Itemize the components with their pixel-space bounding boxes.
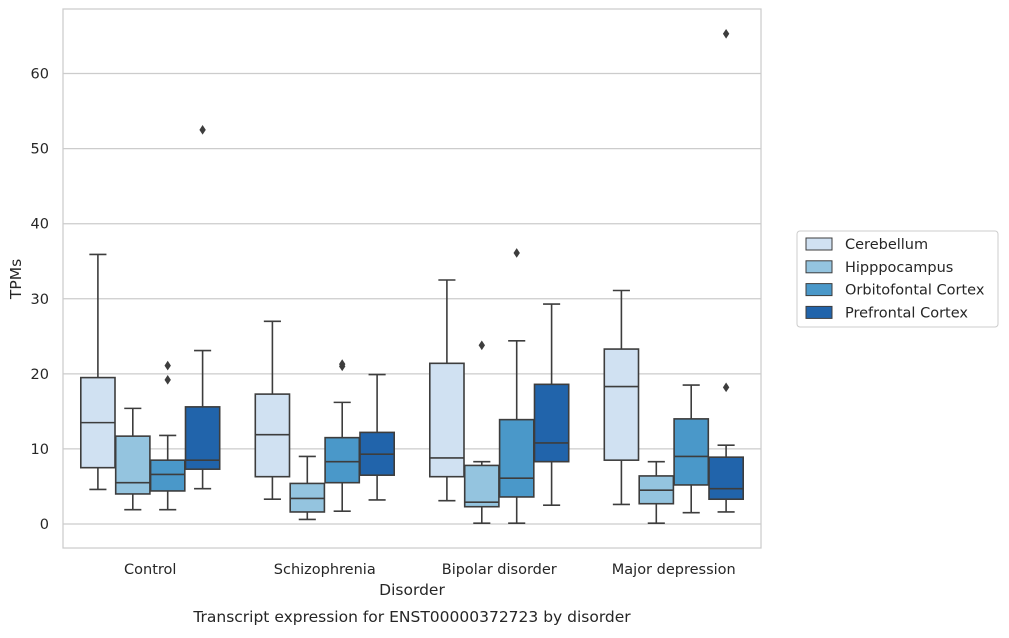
legend-swatch — [805, 305, 833, 319]
box-group — [603, 289, 640, 506]
legend-swatch — [805, 260, 833, 274]
y-tick-label: 0 — [40, 517, 49, 533]
outlier-point — [164, 360, 171, 371]
x-tick-label: Control — [124, 562, 176, 578]
y-tick-label: 40 — [31, 217, 49, 233]
box-iqr — [184, 406, 221, 470]
box-iqr — [498, 418, 535, 498]
box-iqr — [708, 456, 745, 501]
box-iqr — [603, 348, 640, 461]
y-tick-label: 10 — [31, 442, 49, 458]
box-group — [359, 373, 396, 501]
legend-frame — [796, 230, 999, 328]
y-tick-label: 20 — [31, 367, 49, 383]
box-group — [289, 455, 326, 521]
outlier-point — [513, 248, 520, 258]
box-group — [673, 384, 710, 514]
box-group — [254, 320, 291, 501]
outlier-point — [722, 382, 730, 393]
legend: Cerebellum Hipppocampus Orbitofontal Corte… — [796, 230, 999, 328]
y-tick-label: 50 — [31, 142, 49, 158]
box-group — [463, 340, 500, 525]
box-iqr — [673, 418, 710, 486]
box-iqr — [428, 362, 465, 478]
box-iqr — [149, 459, 186, 492]
box-iqr — [463, 464, 500, 508]
y-tick-label: 30 — [31, 292, 49, 308]
legend-items: Cerebellum Hipppocampus Orbitofontal Corte… — [805, 237, 985, 321]
outlier-point — [164, 375, 171, 385]
y-tick-labels: 0 10 20 30 40 50 60 — [31, 67, 49, 533]
x-tick-label: Major depression — [612, 562, 736, 578]
outlier-point — [199, 125, 206, 135]
legend-swatch — [805, 283, 833, 297]
boxes — [79, 28, 745, 525]
outlier-point — [722, 28, 730, 39]
box-group — [149, 360, 186, 511]
x-tick-label: Schizophrenia — [274, 562, 376, 578]
box-group — [79, 253, 116, 491]
box-group — [428, 279, 465, 502]
plot-area-frame — [62, 8, 762, 549]
y-axis-title: TPMs — [7, 259, 25, 300]
outlier-point — [478, 340, 485, 351]
box-group — [533, 303, 570, 507]
legend-swatch — [805, 237, 833, 251]
box-group — [498, 248, 535, 525]
legend-label: Prefrontal Cortex — [845, 305, 968, 321]
box-group — [324, 359, 361, 513]
x-tick-label: Bipolar disorder — [442, 562, 557, 578]
box-iqr — [533, 383, 570, 463]
box-group — [638, 460, 675, 525]
legend-label: Orbitofontal Cortex — [845, 283, 985, 299]
grid-lines — [63, 72, 761, 525]
legend-label: Hipppocampus — [845, 260, 953, 276]
box-iqr — [324, 436, 361, 484]
y-tick-label: 60 — [31, 67, 49, 83]
x-axis-title: Disorder — [379, 581, 445, 599]
box-group — [114, 407, 151, 511]
box-group — [184, 125, 221, 490]
box-iqr — [114, 435, 151, 495]
outlier-point — [339, 359, 346, 369]
chart-caption: Transcript expression for ENST0000037272… — [192, 608, 631, 626]
x-tick-labels: Control Schizophrenia Bipolar disorder Majo… — [124, 562, 736, 578]
box-group — [708, 28, 745, 513]
legend-label: Cerebellum — [845, 237, 928, 253]
